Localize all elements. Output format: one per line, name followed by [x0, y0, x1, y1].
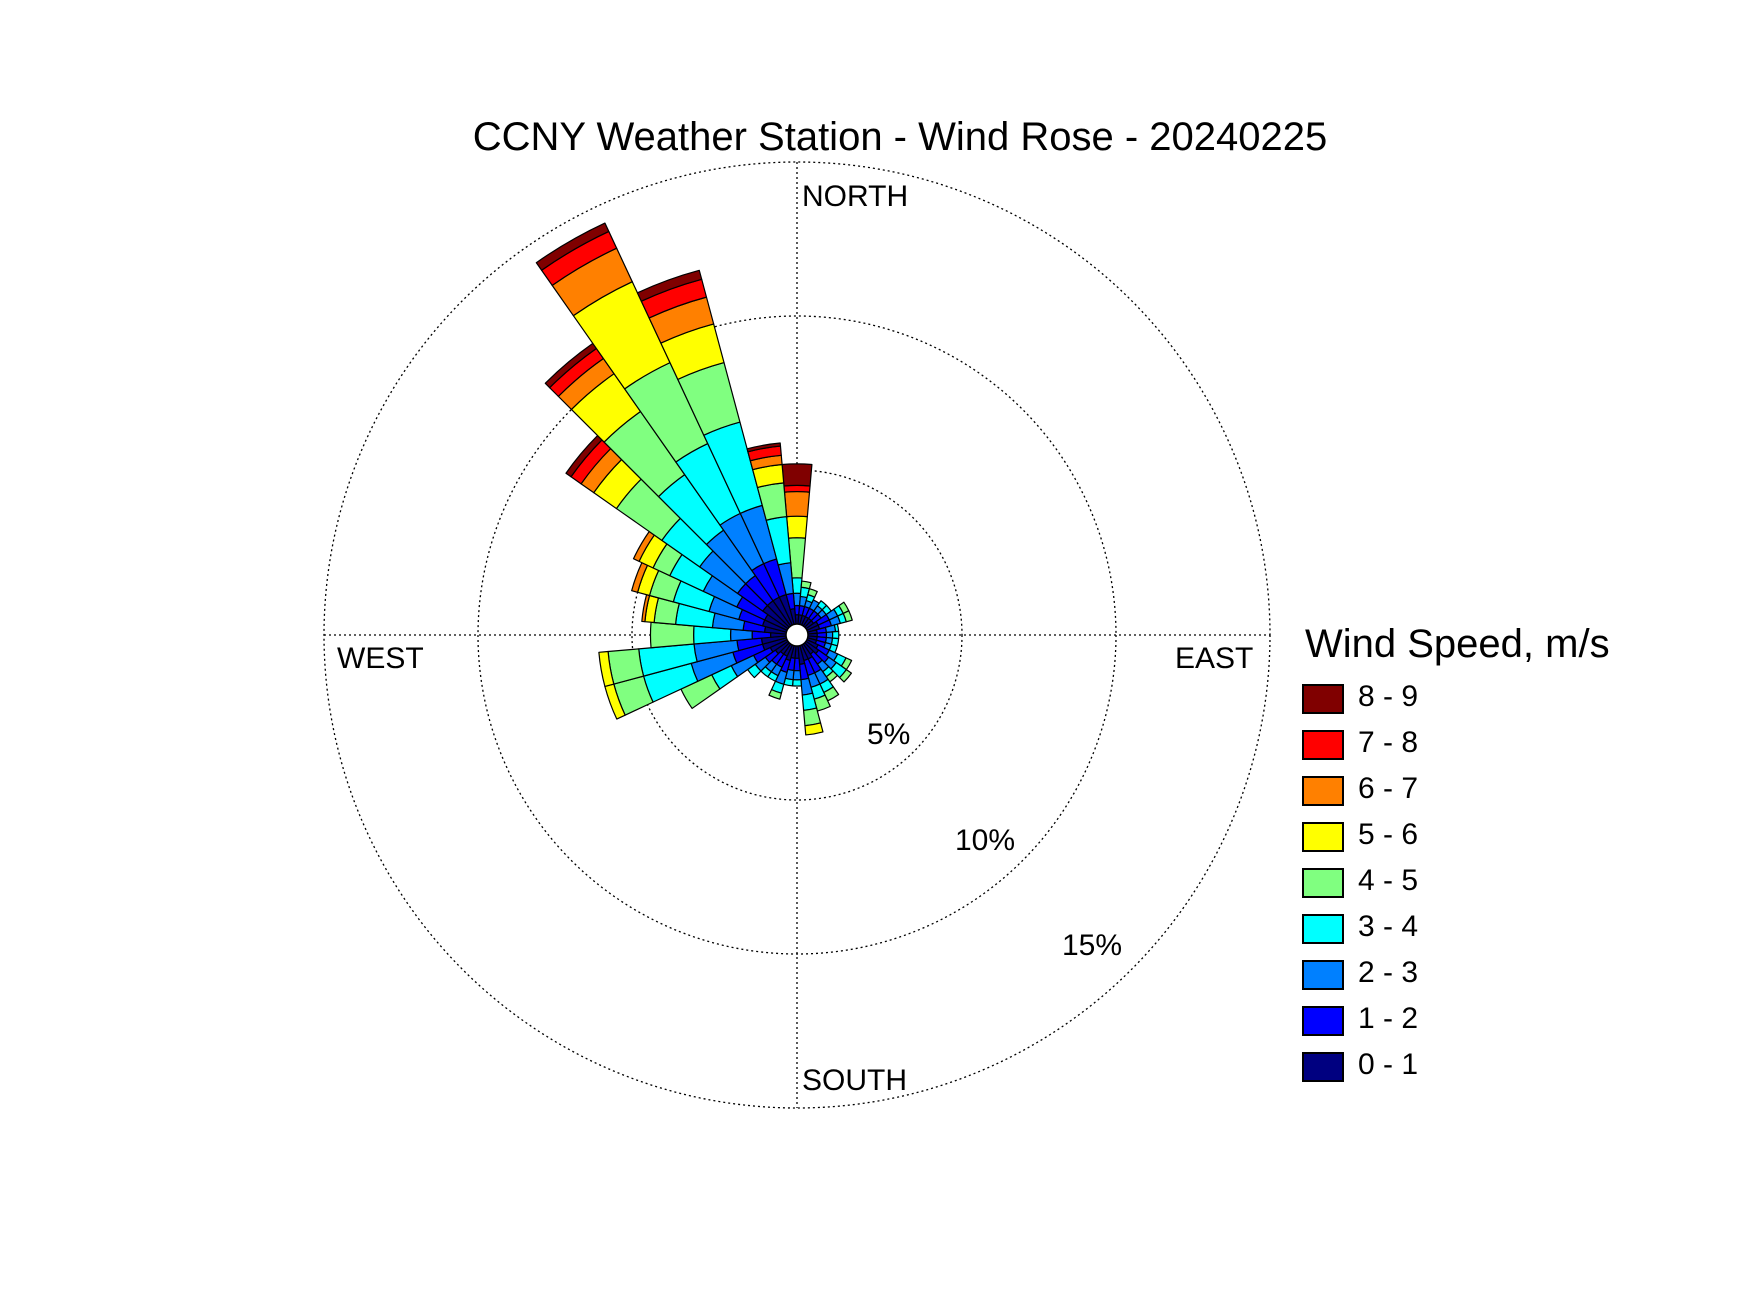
- wind-sector-segment: [833, 623, 840, 633]
- ring-5: [631, 469, 963, 801]
- legend-swatch: [1302, 960, 1344, 990]
- legend-label: 7 - 8: [1358, 726, 1419, 759]
- wind-sector-segment: [781, 463, 813, 487]
- legend-swatch: [1302, 914, 1344, 944]
- wind-sector-segment: [800, 580, 812, 590]
- legend-title: Wind Speed, m/s: [1305, 622, 1610, 666]
- legend-label: 2 - 3: [1358, 956, 1419, 989]
- center-calm-circle: [785, 623, 809, 647]
- wind-sector-segment: [807, 588, 818, 598]
- legend-swatch: [1302, 776, 1344, 806]
- ring-label-5: 5%: [867, 718, 911, 751]
- direction-label-west: WEST: [337, 642, 424, 675]
- wind-sector-segment: [768, 689, 782, 700]
- legend-label: 0 - 1: [1358, 1048, 1419, 1081]
- direction-label-east: EAST: [1175, 642, 1254, 675]
- legend-swatch: [1302, 822, 1344, 852]
- wind-sector-segment: [831, 630, 840, 640]
- legend-label: 4 - 5: [1358, 864, 1419, 897]
- sector-bars: [535, 222, 853, 736]
- legend-swatch: [1302, 684, 1344, 714]
- direction-label-north: NORTH: [802, 180, 909, 213]
- legend-label: 8 - 9: [1358, 680, 1419, 713]
- legend-swatch: [1302, 868, 1344, 898]
- legend-swatch: [1302, 1052, 1344, 1082]
- ring-label-15: 15%: [1062, 929, 1123, 962]
- legend-label: 3 - 4: [1358, 910, 1419, 943]
- direction-label-south: SOUTH: [802, 1064, 907, 1097]
- ring-label-10: 10%: [955, 824, 1016, 857]
- wind-sector-segment: [636, 269, 703, 302]
- wind-sector-segment: [783, 490, 811, 518]
- legend-swatch: [1302, 730, 1344, 760]
- legend-label: 1 - 2: [1358, 1002, 1419, 1035]
- legend-label: 5 - 6: [1358, 818, 1419, 851]
- wind-sector-segment: [786, 515, 808, 539]
- legend-swatch: [1302, 1006, 1344, 1036]
- legend-label: 6 - 7: [1358, 772, 1419, 805]
- chart-title: CCNY Weather Station - Wind Rose - 20240…: [472, 115, 1328, 159]
- wind-sector-segment: [598, 650, 615, 688]
- wind-sector-segment: [791, 679, 803, 687]
- wind-sector-segment: [783, 484, 811, 493]
- wind-sector-segment: [535, 222, 610, 271]
- wind-sector-segment: [649, 621, 695, 649]
- wind-sector-segment: [746, 442, 782, 453]
- wind-sector-segment: [804, 722, 824, 736]
- wind-sector-segment: [842, 610, 853, 623]
- wind-sector-segment: [839, 668, 853, 683]
- polar-grid: [323, 161, 1271, 1109]
